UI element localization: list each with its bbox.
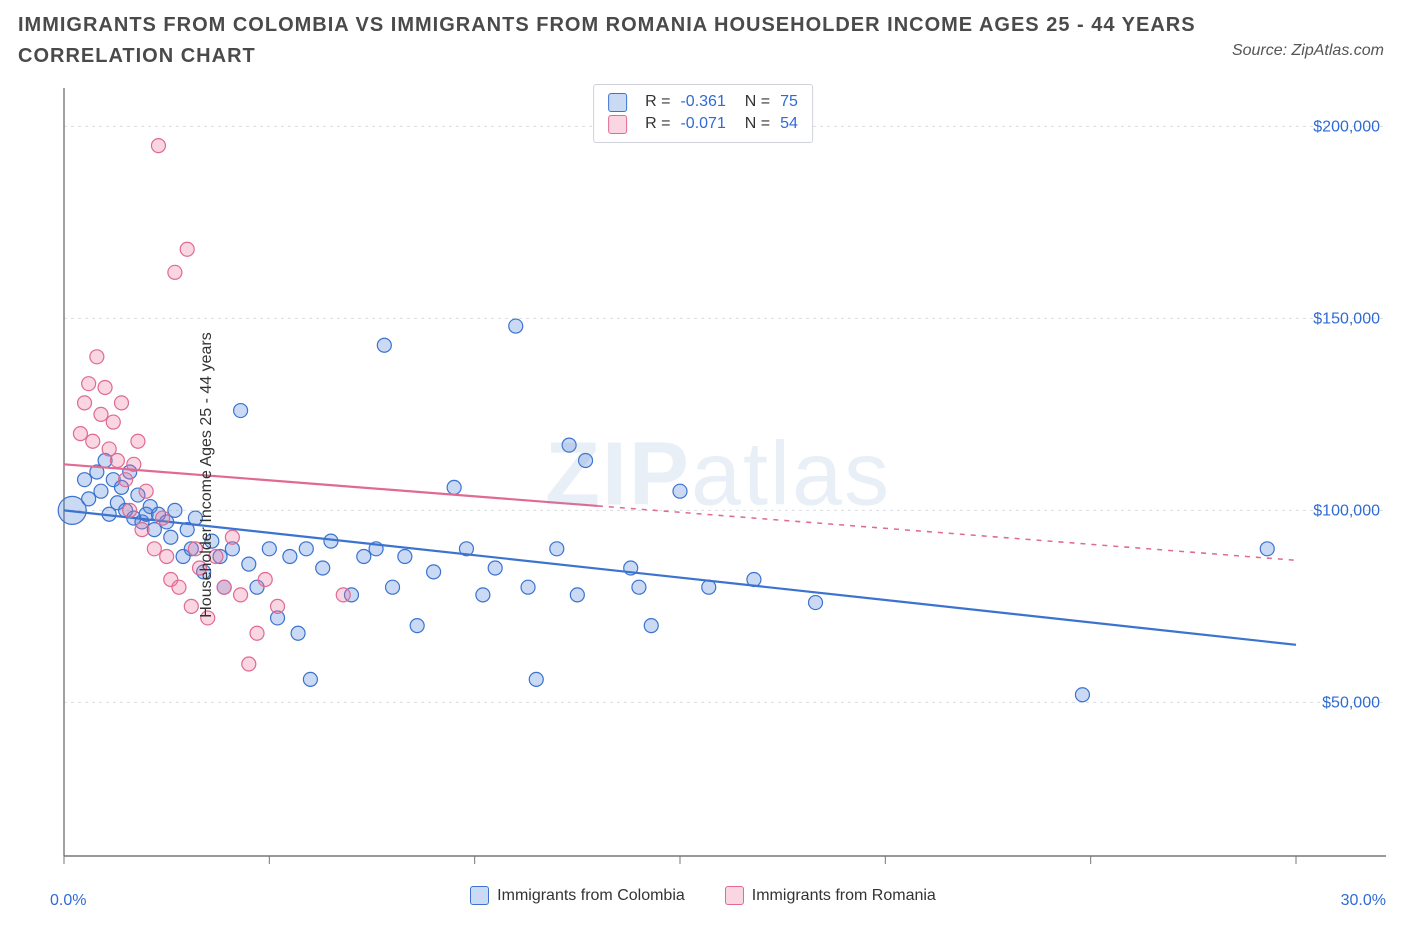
stat-r-value: -0.361 [680, 91, 725, 113]
legend-swatch [725, 886, 744, 905]
scatter-point [217, 580, 231, 594]
legend-swatch [608, 93, 627, 112]
scatter-point [299, 542, 313, 556]
y-tick-label: $100,000 [1313, 502, 1380, 519]
scatter-point [131, 434, 145, 448]
scatter-point [529, 672, 543, 686]
scatter-point [168, 503, 182, 517]
y-tick-label: $50,000 [1322, 694, 1380, 711]
plot-area: Householder Income Ages 25 - 44 years $5… [50, 80, 1386, 870]
scatter-point [82, 492, 96, 506]
scatter-point [809, 596, 823, 610]
scatter-point [160, 549, 174, 563]
scatter-point [147, 542, 161, 556]
scatter-point [151, 139, 165, 153]
scatter-point [156, 511, 170, 525]
scatter-point [94, 407, 108, 421]
stats-row: R = -0.361 N = 75 [608, 91, 798, 113]
scatter-point [632, 580, 646, 594]
stat-n-value: 54 [780, 113, 798, 135]
scatter-point [1075, 688, 1089, 702]
scatter-point [386, 580, 400, 594]
scatter-point [86, 434, 100, 448]
scatter-point [570, 588, 584, 602]
legend-swatch [608, 115, 627, 134]
legend-label: Immigrants from Colombia [497, 887, 685, 905]
stat-r-label: R = [645, 91, 670, 113]
legend-item: Immigrants from Colombia [470, 886, 685, 905]
scatter-point [316, 561, 330, 575]
scatter-point [262, 542, 276, 556]
scatter-point [225, 530, 239, 544]
scatter-chart-svg: $50,000 $100,000 $150,000 $200,000 [50, 80, 1386, 870]
scatter-point [509, 319, 523, 333]
scatter-point [398, 549, 412, 563]
scatter-point [357, 549, 371, 563]
trend-line-dashed [598, 506, 1296, 560]
scatter-point [258, 573, 272, 587]
scatter-point [135, 523, 149, 537]
scatter-point [123, 503, 137, 517]
scatter-point [168, 265, 182, 279]
scatter-point [234, 588, 248, 602]
scatter-point [98, 381, 112, 395]
scatter-point [283, 549, 297, 563]
scatter-point [1260, 542, 1274, 556]
scatter-point [82, 377, 96, 391]
scatter-point [644, 619, 658, 633]
legend-item: Immigrants from Romania [725, 886, 936, 905]
scatter-point [673, 484, 687, 498]
stats-row: R = -0.071 N = 54 [608, 113, 798, 135]
scatter-point [336, 588, 350, 602]
scatter-point [521, 580, 535, 594]
scatter-point [184, 599, 198, 613]
scatter-point [242, 657, 256, 671]
stat-n-label: N = [736, 113, 770, 135]
scatter-point [114, 396, 128, 410]
scatter-point [94, 484, 108, 498]
scatter-point [447, 480, 461, 494]
scatter-point [139, 484, 153, 498]
bottom-legend: Immigrants from Colombia Immigrants from … [0, 886, 1406, 910]
scatter-point [78, 396, 92, 410]
scatter-point [234, 404, 248, 418]
scatter-point [476, 588, 490, 602]
scatter-point [180, 242, 194, 256]
scatter-point [119, 473, 133, 487]
y-axis-label: Householder Income Ages 25 - 44 years [198, 332, 216, 618]
scatter-point [73, 427, 87, 441]
y-tick-label: $150,000 [1313, 310, 1380, 327]
scatter-point [427, 565, 441, 579]
scatter-point [90, 350, 104, 364]
stat-r-label: R = [645, 113, 670, 135]
stat-n-value: 75 [780, 91, 798, 113]
scatter-point [377, 338, 391, 352]
stats-legend: R = -0.361 N = 75R = -0.071 N = 54 [593, 84, 813, 143]
scatter-point [303, 672, 317, 686]
stat-r-value: -0.071 [680, 113, 725, 135]
scatter-point [242, 557, 256, 571]
legend-label: Immigrants from Romania [752, 887, 936, 905]
scatter-point [250, 626, 264, 640]
scatter-point [110, 453, 124, 467]
scatter-point [271, 599, 285, 613]
trend-line [64, 510, 1296, 644]
scatter-point [172, 580, 186, 594]
source-label: Source: ZipAtlas.com [1232, 42, 1384, 60]
chart-title: IMMIGRANTS FROM COLOMBIA VS IMMIGRANTS F… [18, 10, 1206, 72]
scatter-point [562, 438, 576, 452]
stat-n-label: N = [736, 91, 770, 113]
scatter-point [291, 626, 305, 640]
scatter-point [488, 561, 502, 575]
legend-swatch [470, 886, 489, 905]
y-tick-label: $200,000 [1313, 118, 1380, 135]
scatter-point [106, 415, 120, 429]
scatter-point [78, 473, 92, 487]
scatter-point [579, 453, 593, 467]
scatter-point [550, 542, 564, 556]
scatter-point [410, 619, 424, 633]
scatter-point [164, 530, 178, 544]
